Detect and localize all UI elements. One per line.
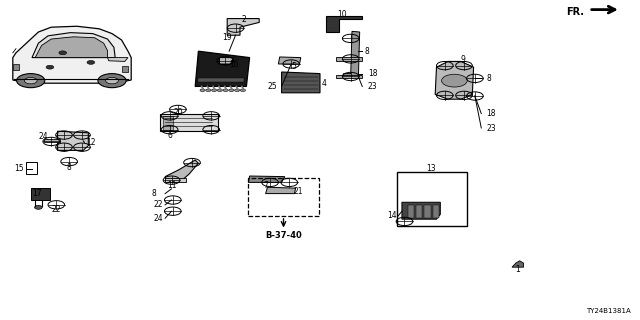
Polygon shape (248, 176, 285, 182)
Bar (416, 205, 422, 218)
Text: 6: 6 (167, 131, 172, 140)
Bar (26, 162, 37, 174)
Text: 18: 18 (368, 69, 378, 78)
Text: 20: 20 (173, 108, 183, 117)
Polygon shape (35, 37, 108, 58)
Text: 8: 8 (67, 163, 72, 172)
Polygon shape (13, 64, 19, 70)
Circle shape (46, 65, 54, 69)
Bar (397, 172, 467, 226)
Polygon shape (165, 160, 198, 182)
Text: 10: 10 (337, 10, 347, 19)
Bar (336, 57, 362, 61)
Circle shape (206, 89, 211, 92)
Text: 15: 15 (14, 164, 24, 173)
Bar (248, 178, 319, 216)
Text: 14: 14 (387, 212, 397, 220)
Circle shape (17, 74, 45, 88)
Bar (336, 75, 362, 78)
Text: 22: 22 (52, 205, 61, 214)
Polygon shape (342, 31, 360, 77)
Circle shape (35, 205, 42, 209)
Polygon shape (266, 187, 296, 194)
Polygon shape (165, 178, 186, 182)
Text: 23: 23 (368, 82, 378, 91)
Circle shape (217, 89, 223, 92)
Polygon shape (108, 58, 128, 61)
Polygon shape (13, 26, 131, 83)
Text: 5: 5 (291, 62, 296, 71)
Polygon shape (195, 51, 250, 86)
Polygon shape (512, 261, 524, 267)
Bar (44, 139, 60, 142)
Polygon shape (220, 58, 234, 64)
Text: 4: 4 (321, 79, 326, 88)
Circle shape (200, 89, 205, 92)
Polygon shape (278, 57, 301, 64)
Circle shape (211, 89, 216, 92)
Text: 17: 17 (32, 189, 42, 198)
Circle shape (229, 89, 234, 92)
Text: 1: 1 (515, 265, 520, 274)
Text: 18: 18 (486, 109, 496, 118)
Text: 11: 11 (167, 181, 176, 190)
Text: 8: 8 (486, 74, 491, 83)
Circle shape (241, 89, 246, 92)
Text: 12: 12 (86, 138, 96, 147)
Polygon shape (435, 61, 474, 99)
Text: 21: 21 (293, 188, 303, 196)
Polygon shape (326, 16, 362, 32)
Text: 25: 25 (268, 82, 277, 91)
Bar (163, 116, 173, 130)
Bar (31, 188, 50, 200)
Polygon shape (282, 72, 320, 93)
Circle shape (442, 74, 467, 87)
Text: 24: 24 (154, 214, 164, 223)
Text: 2: 2 (242, 15, 246, 24)
Circle shape (24, 77, 37, 84)
Text: 13: 13 (426, 164, 436, 172)
Text: 9: 9 (461, 55, 466, 64)
Polygon shape (402, 202, 440, 219)
Polygon shape (58, 131, 88, 150)
Circle shape (98, 74, 126, 88)
Text: 8: 8 (365, 47, 369, 56)
Bar (433, 205, 439, 218)
Circle shape (106, 77, 118, 84)
Text: 22: 22 (154, 200, 163, 209)
Text: 8: 8 (151, 189, 156, 198)
Circle shape (235, 89, 240, 92)
Circle shape (59, 51, 67, 55)
Circle shape (223, 89, 228, 92)
Polygon shape (32, 33, 115, 58)
Text: 7: 7 (263, 181, 268, 190)
Text: 24: 24 (38, 132, 49, 141)
Polygon shape (122, 66, 128, 72)
Bar (424, 205, 431, 218)
Text: 19: 19 (222, 33, 232, 42)
Text: FR.: FR. (566, 7, 584, 17)
Bar (408, 205, 414, 218)
Text: B-37-40: B-37-40 (265, 231, 302, 240)
Text: 16: 16 (229, 60, 239, 68)
Text: 23: 23 (486, 124, 496, 132)
Bar (198, 78, 244, 82)
Circle shape (87, 60, 95, 64)
Bar (160, 114, 218, 131)
Text: TY24B1381A: TY24B1381A (586, 308, 630, 314)
Polygon shape (227, 19, 259, 35)
